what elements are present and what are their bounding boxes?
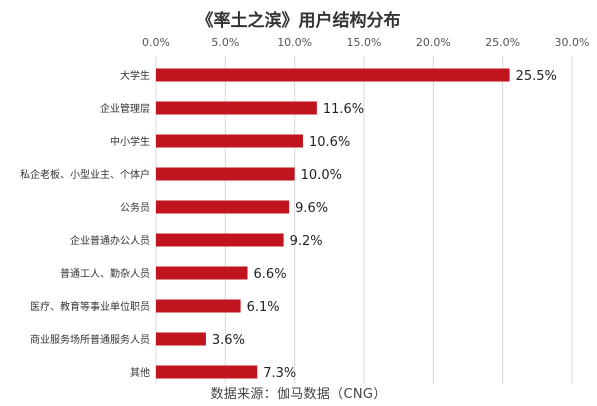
category-label: 中小学生 xyxy=(110,135,150,148)
value-label: 25.5% xyxy=(516,69,557,84)
x-tick-label: 10.0% xyxy=(277,36,312,49)
category-label: 商业服务场所普通服务人员 xyxy=(30,333,150,346)
category-label: 公务员 xyxy=(120,201,150,214)
bar xyxy=(156,299,241,313)
category-label: 医疗、教育等事业单位职员 xyxy=(30,300,150,313)
x-tick-label: 30.0% xyxy=(555,36,590,49)
category-label: 其他 xyxy=(130,366,150,379)
category-label: 企业普通办公人员 xyxy=(70,234,150,247)
value-label: 10.0% xyxy=(301,168,342,183)
x-tick-label: 25.0% xyxy=(485,36,520,49)
category-label: 企业管理层 xyxy=(100,102,150,115)
value-label: 6.1% xyxy=(247,300,280,315)
bar xyxy=(156,200,290,214)
value-label: 6.6% xyxy=(254,267,287,282)
value-label: 7.3% xyxy=(263,366,296,381)
bar xyxy=(156,266,248,280)
x-tick-label: 5.0% xyxy=(211,36,239,49)
value-label: 3.6% xyxy=(212,333,245,348)
bar xyxy=(156,68,510,82)
category-label: 私企老板、小型业主、个体户 xyxy=(20,168,150,181)
value-label: 9.2% xyxy=(290,234,323,249)
bar xyxy=(156,365,258,379)
bar xyxy=(156,134,303,148)
category-label: 大学生 xyxy=(120,69,150,82)
bar xyxy=(156,101,317,115)
data-source-note: 数据来源：伽马数据（CNG） xyxy=(210,387,387,402)
bar xyxy=(156,233,284,247)
bar xyxy=(156,167,295,181)
value-label: 9.6% xyxy=(295,201,328,216)
value-label: 11.6% xyxy=(323,102,364,117)
bar xyxy=(156,332,206,346)
value-label: 10.6% xyxy=(309,135,350,150)
x-tick-label: 15.0% xyxy=(347,36,382,49)
chart-title: 《率土之滨》用户结构分布 xyxy=(196,11,401,31)
x-tick-label: 0.0% xyxy=(142,36,170,49)
category-label: 普通工人、勤杂人员 xyxy=(60,267,150,280)
x-tick-label: 20.0% xyxy=(416,36,451,49)
